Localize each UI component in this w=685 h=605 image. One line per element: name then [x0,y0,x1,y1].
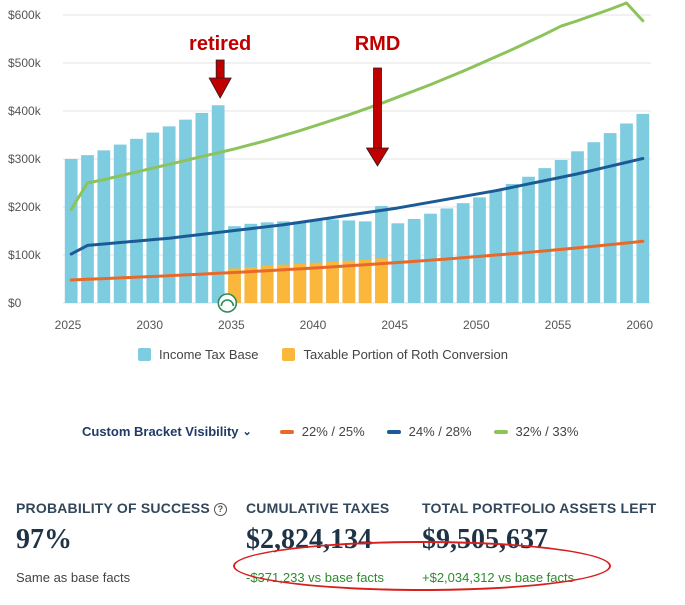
x-tick-label: 2035 [218,318,245,332]
taxes-label: CUMULATIVE TAXES [246,500,390,516]
annotation-rmd: RMD [355,33,401,55]
x-tick-label: 2025 [55,318,82,332]
bar-roth-conversion [309,262,323,303]
chart-legend: Income Tax Base Taxable Portion of Roth … [138,347,508,362]
bar-income-tax-base [440,208,454,303]
bar-roth-conversion [293,263,307,303]
bracket-visibility-label: Custom Bracket Visibility [82,424,239,439]
bar-income-tax-base [571,151,584,303]
bar-income-tax-base [456,203,470,303]
retired-arrow-shaft [215,59,225,81]
retirement-sun-icon [217,293,238,313]
y-tick-label: $0 [8,296,22,310]
legend-item-income-tax-base[interactable]: Income Tax Base [138,347,258,362]
bar-income-tax-base [424,213,437,303]
bracket-series-line [69,239,645,282]
bar-income-tax-base [473,197,486,303]
bar-income-tax-base [146,132,160,303]
bar-income-tax-base [522,176,535,303]
rmd-arrow-shaft [373,67,382,151]
bar-roth-conversion [244,267,258,303]
bar-income-tax-base [603,133,617,303]
stat-probability: PROBABILITY OF SUCCESS? 97% Same as base… [16,500,227,585]
chevron-down-icon: ⌄ [242,426,252,438]
highlight-ellipse [233,541,611,591]
bar-income-tax-base [620,123,633,303]
bar-roth-conversion [326,261,339,303]
bracket-controls: Custom Bracket Visibility ⌄ 22% / 25% 24… [82,424,600,439]
x-tick-label: 2030 [136,318,163,332]
legend-label-income-tax-base: Income Tax Base [159,347,259,362]
bar-roth-conversion [342,260,356,303]
bar-roth-conversion [260,265,274,303]
bracket-label-22: 22% / 25% [301,424,365,439]
bar-income-tax-base [505,183,519,303]
bracket-series-line [69,1,645,211]
bar-income-tax-base [489,190,503,303]
bar-income-tax-base [195,112,209,303]
bar-income-tax-base [554,159,568,303]
y-tick-label: $500k [8,56,42,70]
x-tick-label: 2040 [300,318,327,332]
probability-label: PROBABILITY OF SUCCESS [16,500,210,516]
rmd-arrow-head [365,147,390,167]
bar-income-tax-base [538,168,552,303]
y-tick-label: $200k [8,200,42,214]
y-tick-label: $300k [8,152,42,166]
retired-arrow-head [208,77,232,99]
y-tick-label: $400k [8,104,42,118]
y-tick-label: $100k [8,248,42,262]
bracket-visibility-dropdown[interactable]: Custom Bracket Visibility ⌄ [82,424,252,439]
probability-note: Same as base facts [16,570,131,585]
income-swatch [138,348,151,361]
bar-income-tax-base [130,138,143,303]
assets-label: TOTAL PORTFOLIO ASSETS LEFT [422,500,657,516]
bar-income-tax-base [113,144,127,303]
annotation-retired: retired [189,33,251,55]
x-tick-label: 2050 [463,318,490,332]
x-tick-label: 2055 [545,318,572,332]
sunrise-arc [220,299,235,307]
bracket-item-22[interactable]: 22% / 25% [279,424,365,439]
legend-label-roth-conversion: Taxable Portion of Roth Conversion [303,347,508,362]
bracket-line-blue [386,429,401,434]
bar-roth-conversion [358,259,372,303]
bracket-item-24[interactable]: 24% / 28% [386,424,472,439]
bar-income-tax-base [81,155,94,303]
roth-swatch [282,348,296,361]
legend-item-roth-conversion[interactable]: Taxable Portion of Roth Conversion [282,347,508,362]
bar-roth-conversion [375,258,388,303]
bracket-label-32: 32% / 33% [515,424,579,439]
bar-income-tax-base [636,113,650,303]
bracket-item-32[interactable]: 32% / 33% [493,424,579,439]
bracket-line-green [493,429,508,434]
y-tick-label: $600k [8,8,42,22]
probability-value: 97% [16,524,72,555]
bar-income-tax-base [162,126,176,303]
bar-income-tax-base [64,159,78,303]
tax-chart: $0 $100k $200k $300k $400k $500k $600k 2025 2030… [8,1,653,332]
bracket-label-24: 24% / 28% [408,424,472,439]
bar-roth-conversion [277,264,290,303]
x-tick-label: 2060 [626,318,653,332]
x-tick-label: 2045 [381,318,408,332]
help-icon[interactable]: ? [213,503,227,516]
bar-income-tax-base [179,119,192,303]
bracket-line-orange [279,429,294,434]
bar-income-tax-base [587,142,601,303]
bracket-series-line [69,157,645,256]
bar-income-tax-base [97,150,111,303]
